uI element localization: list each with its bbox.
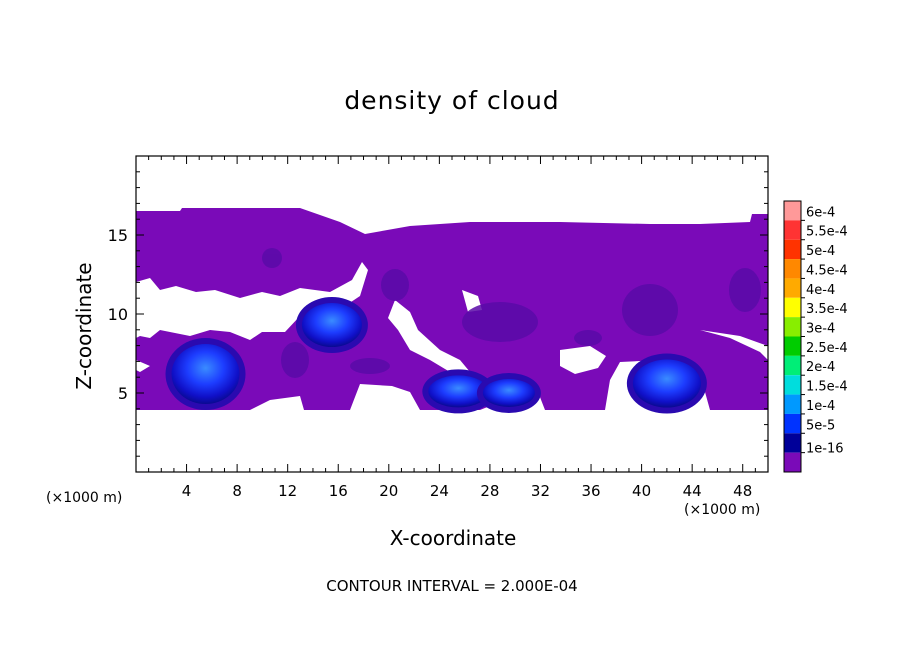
colorbar-swatch [784, 239, 801, 260]
colorbar-label: 2e-4 [806, 360, 835, 375]
colorbar-label: 3e-4 [806, 322, 835, 337]
colorbar-swatch [784, 317, 801, 337]
colorbar-label: 1.5e-4 [806, 380, 848, 395]
x-tick-label: 48 [733, 482, 752, 500]
colorbar-label: 1e-16 [806, 442, 844, 457]
colorbar-label: 6e-4 [806, 205, 835, 220]
cloud-shading [262, 248, 761, 378]
y-tick-label: 5 [118, 384, 128, 403]
cloud-gap [388, 300, 470, 372]
colorbar-label: 5e-4 [806, 244, 835, 259]
z-unit-label: (×1000 m) [46, 490, 123, 506]
x-tick-label: 12 [278, 482, 297, 500]
colorbar-swatch [784, 297, 801, 318]
chart-title: density of cloud [344, 86, 560, 115]
cloud-density-field [136, 208, 768, 414]
y-tick-label: 15 [108, 226, 128, 245]
cloud-gap [136, 262, 368, 340]
x-tick-label: 24 [430, 482, 449, 500]
density-core [171, 344, 240, 405]
density-core [482, 379, 535, 407]
colorbar-label: 4.5e-4 [806, 263, 848, 278]
colorbar-swatch [784, 278, 801, 298]
x-unit-label: (×1000 m) [684, 502, 761, 518]
colorbar-swatch [784, 201, 801, 221]
cloud-gap [560, 346, 606, 374]
colorbar-swatch [784, 220, 801, 240]
y-tick-label: 10 [108, 305, 128, 324]
colorbar-label: 2.5e-4 [806, 341, 848, 356]
x-tick-label: 40 [632, 482, 651, 500]
colorbar-swatch [784, 452, 801, 472]
density-cores [165, 297, 707, 414]
density-core [632, 359, 701, 408]
x-tick-label: 44 [683, 482, 702, 500]
y-axis-label: Z-coordinate [72, 262, 96, 390]
x-tick-label: 28 [480, 482, 499, 500]
density-core [428, 375, 489, 408]
cloud-gap [136, 360, 150, 372]
x-tick-label: 4 [182, 482, 192, 500]
colorbar-swatch [784, 355, 801, 376]
x-tick-label: 8 [232, 482, 242, 500]
colorbar-label: 5e-5 [806, 418, 835, 433]
colorbar-swatch [784, 394, 801, 414]
colorbar-label: 4e-4 [806, 283, 835, 298]
cloud-gap [700, 330, 768, 360]
colorbar: 6e-4 5.5e-4 5e-4 4.5e-4 4e-4 3.5e-4 3e-4 2.5e-4… [783, 200, 848, 473]
colorbar-swatch [784, 336, 801, 356]
colorbar-label: 5.5e-4 [806, 225, 848, 240]
colorbar-label: 1e-4 [806, 399, 835, 414]
x-tick-label: 16 [329, 482, 348, 500]
colorbar-swatch [784, 433, 801, 453]
contour-interval-note: CONTOUR INTERVAL = 2.000E-04 [326, 577, 578, 595]
colorbar-swatch [784, 413, 801, 434]
x-tick-label: 36 [581, 482, 600, 500]
colorbar-label: 3.5e-4 [806, 302, 848, 317]
x-tick-label: 20 [379, 482, 398, 500]
colorbar-swatch [784, 375, 801, 395]
x-axis-label: X-coordinate [389, 526, 517, 550]
density-core [301, 303, 362, 348]
colorbar-swatch [784, 259, 801, 279]
x-tick-label: 32 [531, 482, 550, 500]
